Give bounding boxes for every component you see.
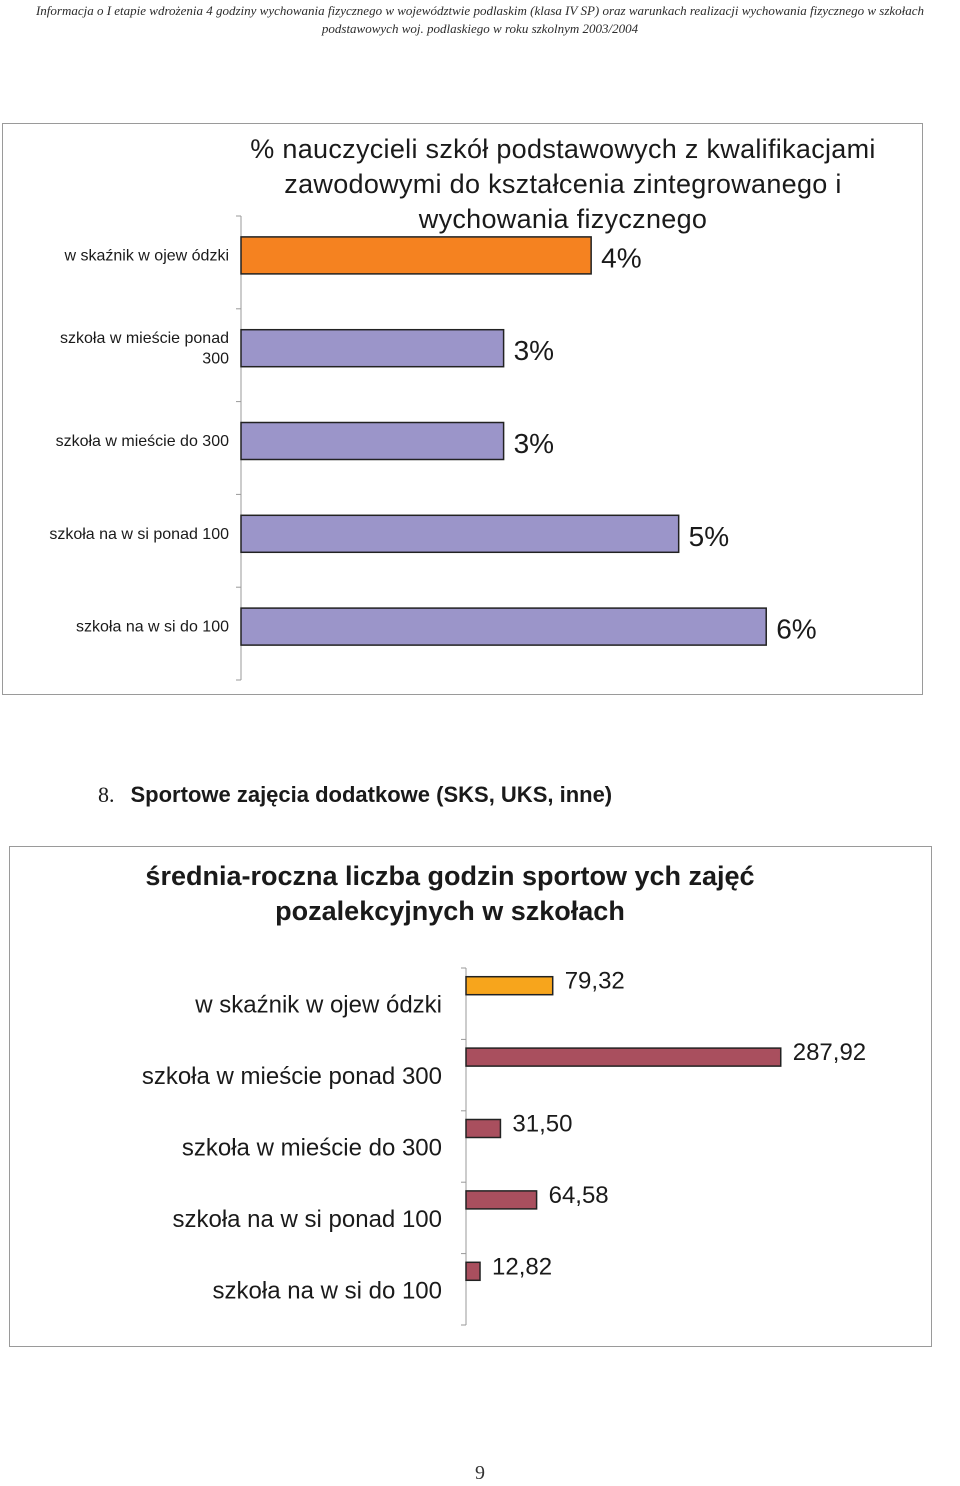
data-label: 6% (776, 614, 816, 645)
category-tick-label: szkoła na w si do 100 (213, 1277, 442, 1304)
bar (240, 236, 592, 275)
data-label: 3% (514, 335, 554, 366)
sport-hours-chart: średnia-roczna liczba godzin sportow ych… (9, 846, 932, 1347)
chart-title: % nauczycieli szkół podstawowych z kwali… (250, 134, 876, 234)
chart-title: średnia-roczna liczba godzin sportow ych… (145, 861, 755, 926)
category-tick-label: szkoła na w si do 100 (76, 619, 229, 636)
bar (240, 514, 680, 554)
data-label: 31,50 (512, 1111, 572, 1138)
page-number: 9 (475, 1462, 485, 1484)
bar (465, 1261, 481, 1282)
category-tick-label: szkoła na w si ponad 100 (49, 526, 229, 543)
category-tick-label: szkoła w mieście do 300 (56, 433, 230, 450)
bar (465, 1118, 502, 1139)
data-label: 79,32 (565, 968, 625, 995)
data-label: 287,92 (793, 1039, 866, 1066)
data-label: 5% (689, 521, 729, 552)
category-tick-label: szkoła na w si ponad 100 (172, 1206, 442, 1233)
bar (465, 975, 554, 996)
bar (465, 1190, 538, 1210)
category-tick-label: szkoła w mieście ponad 300 (60, 330, 229, 368)
header-line-1: Informacja o I etapie wdrożenia 4 godzin… (35, 3, 925, 18)
data-label: 4% (601, 242, 641, 273)
teacher-qualifications-chart: % nauczycieli szkół podstawowych z kwali… (2, 123, 923, 695)
data-label: 64,58 (549, 1182, 609, 1209)
section-title: Sportowe zajęcia dodatkowe (SKS, UKS, in… (130, 782, 613, 807)
category-tick-label: w skaźnik w ojew ódzki (64, 247, 230, 264)
page-header: Informacja o I etapie wdrożenia 4 godzin… (0, 2, 960, 38)
section-heading: 8. Sportowe zajęcia dodatkowe (SKS, UKS, … (98, 782, 612, 808)
category-tick-label: szkoła w mieście ponad 300 (142, 1063, 442, 1090)
category-tick-label: szkoła w mieście do 300 (182, 1135, 442, 1162)
bar (240, 328, 505, 368)
data-label: 12,82 (492, 1253, 552, 1280)
header-line-2: podstawowych woj. podlaskiego w roku szk… (321, 21, 639, 36)
chart-plot: 4% w skaźnik w ojew ódzki 3% szkoła w mieśc… (49, 215, 817, 681)
bar (240, 607, 767, 646)
category-tick-label: w skaźnik w ojew ódzki (194, 992, 442, 1019)
chart-plot: 79,32 w skaźnik w ojew ódzki 287,92 szkoła … (142, 967, 866, 1326)
bar (240, 421, 505, 461)
bar (465, 1047, 782, 1067)
section-number: 8. (98, 782, 115, 807)
data-label: 3% (514, 428, 554, 459)
